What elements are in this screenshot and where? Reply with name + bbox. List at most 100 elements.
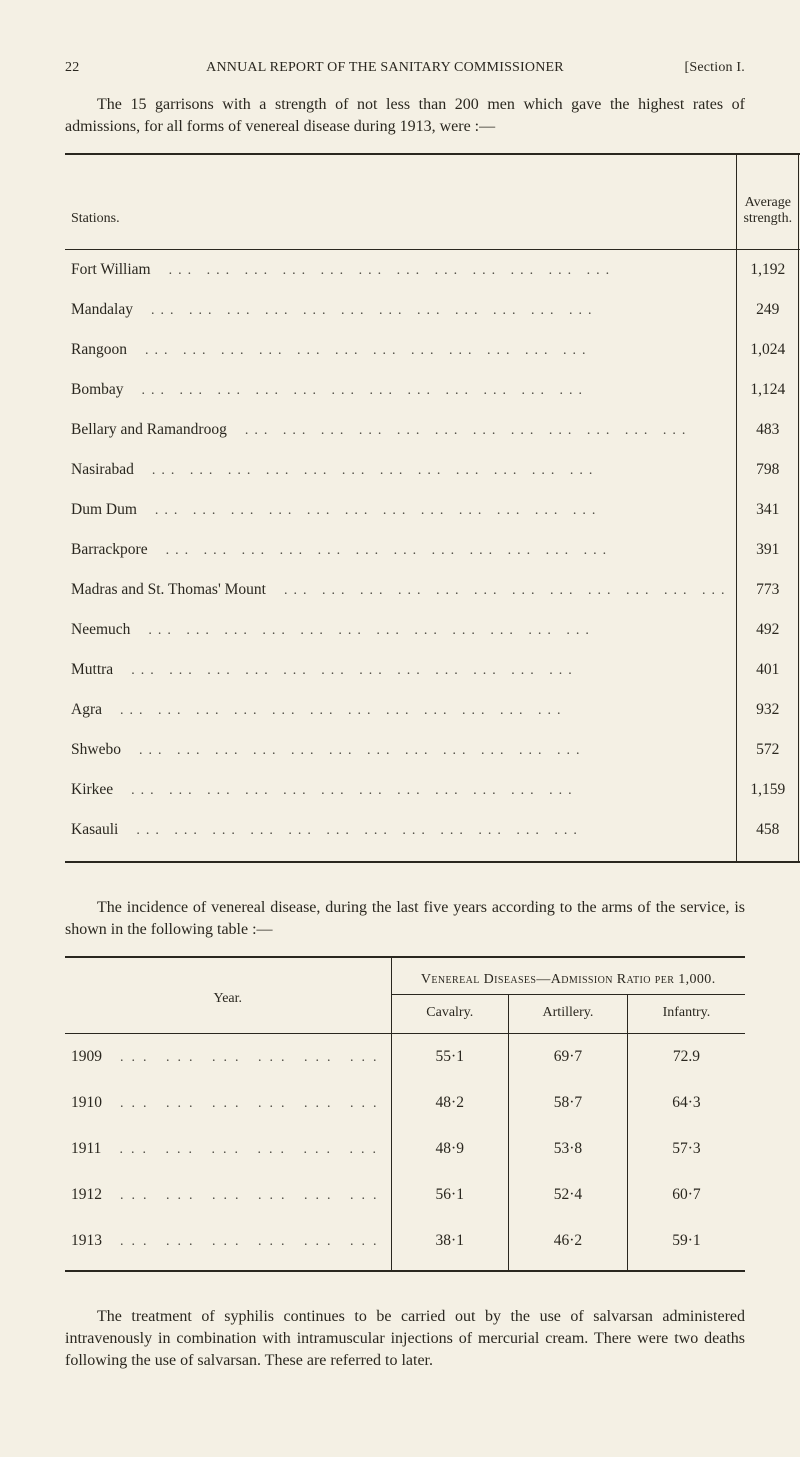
table-row: Shwebo... ... ... ... ... ... ... ... ..… [65, 730, 800, 770]
table-row: Kirkee... ... ... ... ... ... ... ... ..… [65, 770, 800, 810]
artillery-value: 53·8 [509, 1126, 628, 1172]
leader-dots: ... ... ... ... ... ... ... ... ... ... … [127, 343, 731, 359]
avg-strength: 458 [737, 810, 799, 862]
col-super-venereal: Venereal Diseases—Admission Ratio per 1,… [391, 957, 745, 995]
running-title: ANNUAL REPORT OF THE SANITARY COMMISSION… [105, 60, 665, 76]
leader-dots: ... ... ... ... ... ... ... ... ... ... … [148, 543, 731, 559]
leader-dots: ... ... ... ... ... ... ... ... ... ... … [121, 743, 731, 759]
page: 22 ANNUAL REPORT OF THE SANITARY COMMISS… [0, 0, 800, 1457]
avg-strength: 1,024 [737, 330, 799, 370]
cavalry-value: 55·1 [391, 1034, 509, 1081]
station-name: Kasauli [71, 821, 118, 839]
garrisons-table-wrap: Stations. Average strength. Admission ra… [65, 153, 745, 863]
station-name: Muttra [71, 661, 113, 679]
station-cell: Nasirabad... ... ... ... ... ... ... ...… [65, 450, 737, 490]
table-row: Nasirabad... ... ... ... ... ... ... ...… [65, 450, 800, 490]
avg-strength: 249 [737, 290, 799, 330]
col-infantry: Infantry. [627, 995, 745, 1034]
year-value: 1913 [71, 1232, 102, 1250]
leader-dots: ... ... ... ... ... ... ... ... ... ... … [113, 783, 730, 799]
leader-dots: ... ... ... ... ... ... ... ... ... ... … [227, 423, 731, 439]
avg-strength: 1,159 [737, 770, 799, 810]
table-row: Fort William... ... ... ... ... ... ... … [65, 250, 800, 291]
station-cell: Neemuch... ... ... ... ... ... ... ... .… [65, 610, 737, 650]
station-cell: Fort William... ... ... ... ... ... ... … [65, 250, 737, 291]
leader-dots: ... ... ... ... ... ... ... ... ... ... … [124, 383, 731, 399]
leader-dots: ... ... ... ... ... ... ... ... ... ... … [151, 263, 731, 279]
infantry-value: 64·3 [627, 1080, 745, 1126]
leader-dots: ... ... ... ... ... ... ... ... ... ... … [130, 623, 730, 639]
leader-dots: ... ... ... ... ... ... [102, 1188, 385, 1204]
col-cavalry: Cavalry. [391, 995, 509, 1034]
col-stations: Stations. [65, 154, 737, 250]
leader-dots: ... ... ... ... ... ... ... ... ... ... … [137, 503, 731, 519]
table-row: Madras and St. Thomas' Mount... ... ... … [65, 570, 800, 610]
artillery-value: 46·2 [509, 1218, 628, 1271]
cavalry-value: 48·2 [391, 1080, 509, 1126]
station-cell: Kirkee... ... ... ... ... ... ... ... ..… [65, 770, 737, 810]
avg-strength: 1,192 [737, 250, 799, 291]
artillery-value: 58·7 [509, 1080, 628, 1126]
avg-strength: 401 [737, 650, 799, 690]
station-name: Agra [71, 701, 102, 719]
infantry-value: 59·1 [627, 1218, 745, 1271]
avg-strength: 798 [737, 450, 799, 490]
station-cell: Bellary and Ramandroog... ... ... ... ..… [65, 410, 737, 450]
year-value: 1909 [71, 1048, 102, 1066]
station-name: Fort William [71, 261, 151, 279]
avg-strength: 341 [737, 490, 799, 530]
infantry-value: 57·3 [627, 1126, 745, 1172]
station-cell: Mandalay... ... ... ... ... ... ... ... … [65, 290, 737, 330]
station-name: Barrackpore [71, 541, 148, 559]
cavalry-value: 48·9 [391, 1126, 509, 1172]
station-name: Kirkee [71, 781, 113, 799]
avg-strength: 391 [737, 530, 799, 570]
years-table: Year. Venereal Diseases—Admission Ratio … [65, 956, 745, 1272]
table-row: Bellary and Ramandroog... ... ... ... ..… [65, 410, 800, 450]
station-cell: Madras and St. Thomas' Mount... ... ... … [65, 570, 737, 610]
intro-paragraph: The 15 garrisons with a strength of not … [65, 94, 745, 137]
leader-dots: ... ... ... ... ... ... ... ... ... ... … [113, 663, 730, 679]
avg-strength: 492 [737, 610, 799, 650]
leader-dots: ... ... ... ... ... ... [102, 1050, 385, 1066]
table-row: Dum Dum... ... ... ... ... ... ... ... .… [65, 490, 800, 530]
station-cell: Kasauli... ... ... ... ... ... ... ... .… [65, 810, 737, 862]
page-number: 22 [65, 60, 105, 76]
col-average-strength: Average strength. [737, 154, 799, 250]
closing-paragraph: The treatment of syphilis continues to b… [65, 1306, 745, 1371]
table-row: Bombay... ... ... ... ... ... ... ... ..… [65, 370, 800, 410]
table-row: 1912... ... ... ... ... ... 56·152·460·7 [65, 1172, 745, 1218]
table-row: 1911... ... ... ... ... ... 48·953·857·3 [65, 1126, 745, 1172]
table-row: 1913... ... ... ... ... ... 38·146·259·1 [65, 1218, 745, 1271]
station-name: Dum Dum [71, 501, 137, 519]
leader-dots: ... ... ... ... ... ... [102, 1096, 385, 1112]
garrisons-table: Stations. Average strength. Admission ra… [65, 153, 800, 863]
running-header: 22 ANNUAL REPORT OF THE SANITARY COMMISS… [65, 60, 745, 76]
leader-dots: ... ... ... ... ... ... ... ... ... ... … [266, 583, 731, 599]
col-year: Year. [65, 957, 391, 1034]
station-cell: Dum Dum... ... ... ... ... ... ... ... .… [65, 490, 737, 530]
station-cell: Bombay... ... ... ... ... ... ... ... ..… [65, 370, 737, 410]
station-cell: Rangoon... ... ... ... ... ... ... ... .… [65, 330, 737, 370]
year-cell: 1911... ... ... ... ... ... [65, 1126, 391, 1172]
infantry-value: 60·7 [627, 1172, 745, 1218]
leader-dots: ... ... ... ... ... ... [102, 1234, 385, 1250]
station-name: Mandalay [71, 301, 133, 319]
avg-strength: 483 [737, 410, 799, 450]
year-value: 1911 [71, 1140, 101, 1158]
leader-dots: ... ... ... ... ... ... ... ... ... ... … [102, 703, 730, 719]
station-name: Neemuch [71, 621, 130, 639]
years-table-wrap: Year. Venereal Diseases—Admission Ratio … [65, 956, 745, 1272]
table-row: Barrackpore... ... ... ... ... ... ... .… [65, 530, 800, 570]
leader-dots: ... ... ... ... ... ... [101, 1142, 384, 1158]
table-row: Neemuch... ... ... ... ... ... ... ... .… [65, 610, 800, 650]
cavalry-value: 38·1 [391, 1218, 509, 1271]
avg-strength: 932 [737, 690, 799, 730]
cavalry-value: 56·1 [391, 1172, 509, 1218]
year-value: 1910 [71, 1094, 102, 1112]
year-cell: 1909... ... ... ... ... ... [65, 1034, 391, 1081]
year-cell: 1910... ... ... ... ... ... [65, 1080, 391, 1126]
station-name: Rangoon [71, 341, 127, 359]
artillery-value: 69·7 [509, 1034, 628, 1081]
station-name: Bellary and Ramandroog [71, 421, 227, 439]
